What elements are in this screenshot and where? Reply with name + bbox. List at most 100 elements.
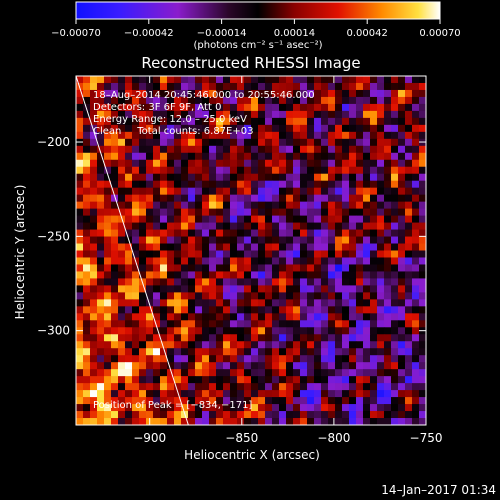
heatmap-cell	[174, 397, 182, 405]
heatmap-cell	[391, 124, 399, 133]
heatmap-cell	[251, 257, 259, 265]
heatmap-cell	[244, 145, 252, 154]
heatmap-cell	[258, 362, 266, 370]
heatmap-cell	[202, 194, 210, 203]
heatmap-cell	[181, 110, 189, 119]
heatmap-cell	[195, 124, 203, 133]
heatmap-cell	[195, 89, 203, 98]
heatmap-cell	[391, 243, 399, 251]
heatmap-cell	[160, 327, 168, 335]
heatmap-cell	[363, 355, 371, 363]
heatmap-cell	[314, 166, 322, 175]
heatmap-cell	[118, 292, 126, 300]
heatmap-cell	[265, 383, 273, 391]
heatmap-cell	[223, 124, 231, 133]
heatmap-cell	[223, 208, 231, 216]
heatmap-cell	[195, 243, 203, 251]
heatmap-cell	[111, 243, 119, 251]
heatmap-cell	[223, 369, 231, 377]
heatmap-cell	[279, 76, 287, 84]
heatmap-cell	[335, 355, 343, 363]
heatmap-cell	[111, 180, 119, 189]
heatmap-cell	[405, 369, 413, 377]
heatmap-cell	[132, 341, 140, 349]
heatmap-cell	[328, 76, 336, 84]
heatmap-cell	[398, 187, 406, 196]
heatmap-cell	[314, 243, 322, 251]
heatmap-cell	[328, 117, 336, 126]
heatmap-cell	[160, 215, 168, 223]
heatmap-cell	[412, 299, 420, 307]
heatmap-cell	[111, 397, 119, 405]
heatmap-cell	[265, 89, 273, 98]
heatmap-cell	[160, 292, 168, 300]
heatmap-cell	[349, 229, 357, 237]
heatmap-cell	[167, 278, 175, 286]
heatmap-cell	[321, 201, 329, 210]
heatmap-cell	[237, 131, 245, 140]
heatmap-cell	[272, 341, 280, 349]
heatmap-cell	[153, 411, 161, 419]
heatmap-cell	[195, 369, 203, 377]
heatmap-cell	[349, 264, 357, 272]
heatmap-cell	[398, 404, 406, 412]
heatmap-cell	[356, 152, 364, 161]
heatmap-cell	[153, 96, 161, 105]
heatmap-cell	[279, 243, 287, 251]
heatmap-cell	[307, 327, 315, 335]
heatmap-cell	[342, 411, 350, 419]
x-tick-label: −750	[410, 431, 443, 445]
heatmap-cell	[328, 362, 336, 370]
heatmap-cell	[314, 194, 322, 203]
heatmap-cell	[335, 390, 343, 398]
heatmap-cell	[342, 320, 350, 328]
heatmap-cell	[216, 159, 224, 168]
heatmap-cell	[370, 348, 378, 356]
heatmap-cell	[405, 299, 413, 307]
heatmap-cell	[139, 341, 147, 349]
heatmap-cell	[209, 117, 217, 126]
heatmap-cell	[300, 285, 308, 293]
heatmap-cell	[356, 96, 364, 105]
heatmap-cell	[342, 208, 350, 216]
heatmap-cell	[265, 131, 273, 140]
heatmap-cell	[181, 320, 189, 328]
heatmap-cell	[356, 215, 364, 223]
heatmap-cell	[419, 271, 426, 279]
heatmap-cell	[321, 418, 329, 425]
heatmap-cell	[342, 89, 350, 98]
heatmap-cell	[251, 264, 259, 272]
heatmap-cell	[244, 236, 252, 244]
heatmap-cell	[405, 180, 413, 189]
heatmap-cell	[139, 145, 147, 154]
heatmap-cell	[279, 110, 287, 119]
heatmap-cell	[195, 152, 203, 161]
heatmap-cell	[307, 362, 315, 370]
heatmap-cell	[363, 76, 371, 84]
heatmap-cell	[321, 292, 329, 300]
heatmap-cell	[202, 334, 210, 342]
heatmap-cell	[328, 397, 336, 405]
heatmap-cell	[216, 341, 224, 349]
heatmap-cell	[146, 362, 154, 370]
heatmap-cell	[356, 362, 364, 370]
heatmap-cell	[167, 243, 175, 251]
heatmap-cell	[384, 348, 392, 356]
heatmap-cell	[160, 362, 168, 370]
heatmap-cell	[188, 243, 196, 251]
heatmap-cell	[104, 110, 112, 119]
heatmap-cell	[125, 362, 133, 370]
heatmap-cell	[83, 222, 91, 230]
heatmap-cell	[307, 187, 315, 196]
heatmap-cell	[251, 397, 259, 405]
heatmap-cell	[223, 348, 231, 356]
y-tick-label: −200	[37, 135, 70, 149]
heatmap-cell	[412, 229, 420, 237]
heatmap-cell	[223, 257, 231, 265]
heatmap-cell	[405, 82, 413, 91]
heatmap-cell	[174, 201, 182, 210]
heatmap-cell	[272, 208, 280, 216]
heatmap-cell	[398, 138, 406, 147]
heatmap-cell	[104, 278, 112, 286]
heatmap-cell	[370, 292, 378, 300]
